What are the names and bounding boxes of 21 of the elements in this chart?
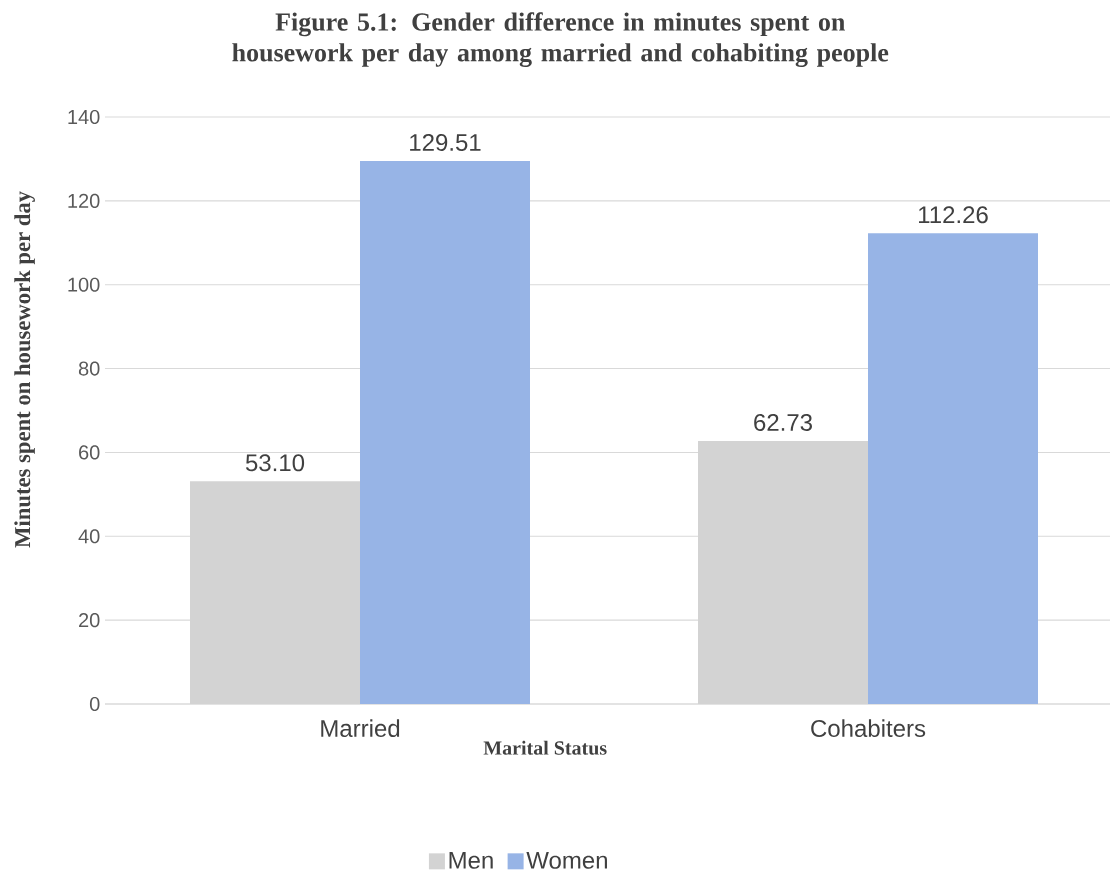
y-tick-label: 0 <box>89 696 100 712</box>
data-label: 112.26 <box>919 206 988 224</box>
x-tick-label: Cohabiters <box>811 719 926 737</box>
y-tick-label: 40 <box>78 529 100 544</box>
y-tick-label: 120 <box>68 193 100 208</box>
y-tick-label: 60 <box>79 445 100 460</box>
y-axis-title: Minutes spent on housework per day <box>14 191 35 548</box>
chart-title: Figure 5.1: Gender difference in minutes spent on housework per day among married and cohabiting people <box>232 12 889 67</box>
y-tick-label: 140 <box>68 109 100 125</box>
y-tick-label: 20 <box>79 613 100 628</box>
bar <box>360 160 531 704</box>
x-tick-label: Married <box>321 719 400 737</box>
data-label: 53.10 <box>245 454 305 472</box>
legend-label: Women <box>526 852 607 869</box>
x-axis-title: Marital Status <box>483 740 607 755</box>
data-label: 62.73 <box>754 413 812 431</box>
y-tick-label: 80 <box>78 361 100 376</box>
y-tick-label: 100 <box>68 277 100 292</box>
data-label: 129.51 <box>410 133 481 151</box>
legend-label: Men <box>449 852 493 869</box>
bar <box>868 233 1039 704</box>
